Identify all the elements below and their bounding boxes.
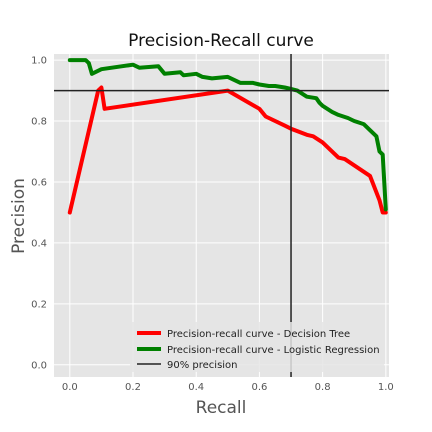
decision-tree-curve (67, 85, 388, 215)
x-tick-label-0: 0.0 (62, 382, 78, 393)
chart-title: Precision-Recall curve (128, 31, 314, 51)
x-tick-label-3: 0.6 (251, 382, 267, 393)
y-tick-label-3: 0.6 (31, 177, 47, 188)
y-tick-label-4: 0.8 (31, 117, 47, 128)
legend-label-decision-tree: Precision-recall curve - Decision Tree (167, 329, 350, 340)
series-layer (67, 58, 388, 215)
tick-labels: 0.0 0.2 0.4 0.6 0.8 1.0 0.0 0.2 0.4 0.6 0.8 1.0 (31, 56, 394, 393)
grid (54, 54, 389, 377)
x-axis-label: Recall (196, 398, 247, 418)
y-tick-label-2: 0.4 (31, 238, 47, 249)
x-tick-label-1: 0.2 (125, 382, 141, 393)
legend-label-logistic-regression: Precision-recall curve - Logistic Regres… (167, 345, 380, 356)
y-axis-label: Precision (9, 178, 29, 254)
x-tick-label-2: 0.4 (188, 382, 204, 393)
x-tick-label-5: 1.0 (378, 382, 394, 393)
legend: Precision-recall curve - Decision Tree P… (130, 322, 384, 372)
legend-box (130, 322, 384, 372)
y-tick-label-5: 1.0 (31, 56, 47, 67)
y-tick-label-1: 0.2 (31, 299, 47, 310)
x-tick-label-4: 0.8 (315, 382, 331, 393)
y-tick-label-0: 0.0 (31, 360, 47, 371)
legend-label-90-precision: 90% precision (167, 360, 238, 371)
logistic-regression-curve (67, 58, 388, 212)
